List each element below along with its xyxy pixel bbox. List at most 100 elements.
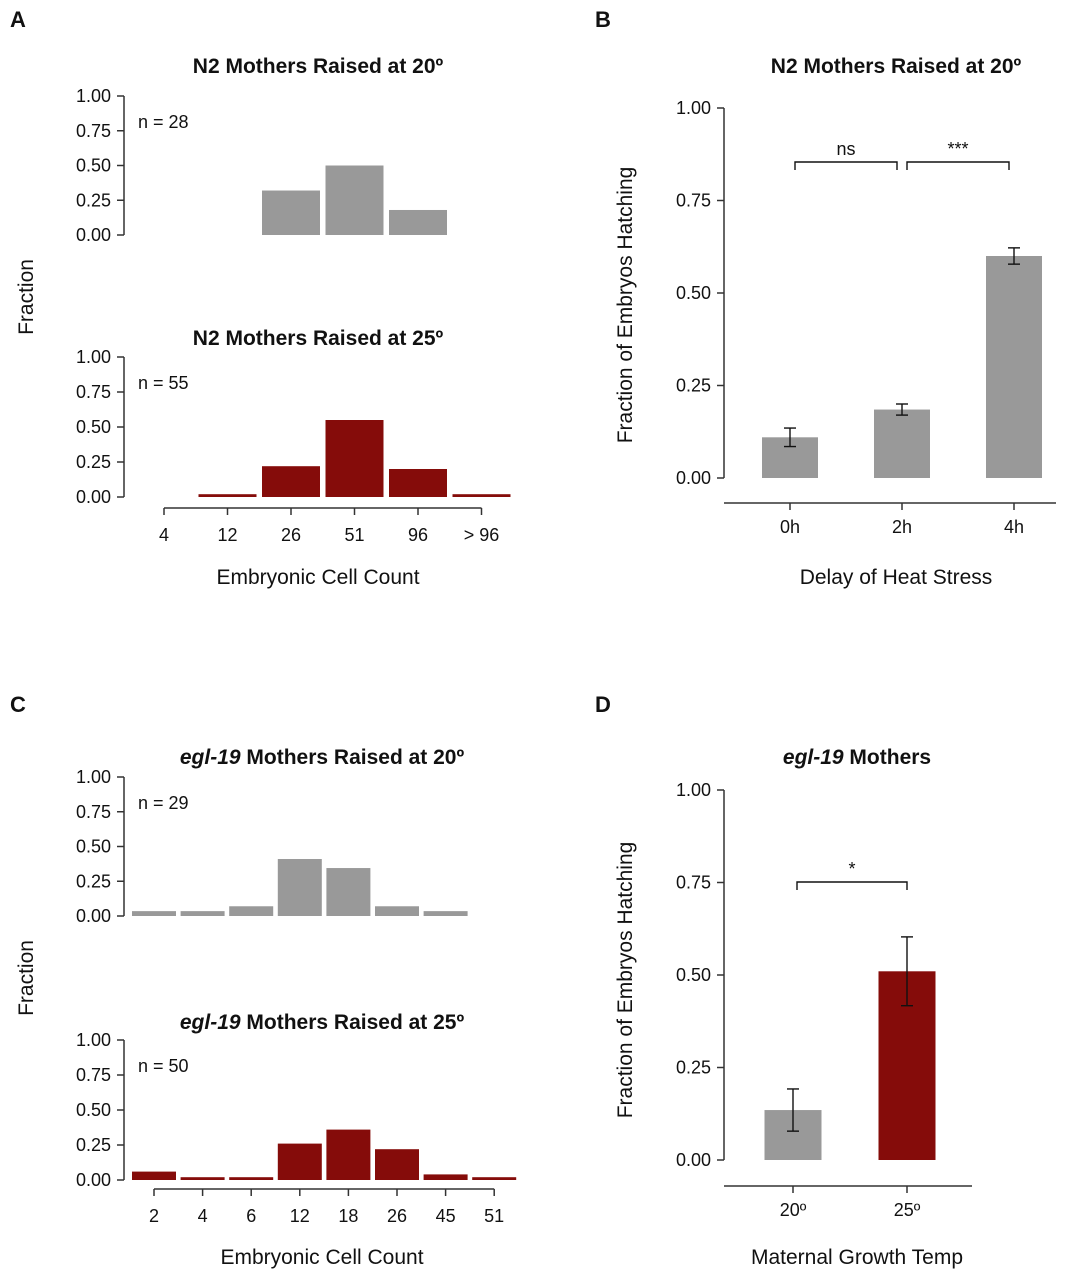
c-bottom-bar-6: [423, 1174, 468, 1180]
a-top-y-tick-label: 0.25: [76, 190, 111, 210]
a-bottom-title: N2 Mothers Raised at 25º: [193, 327, 444, 350]
panel-letter-a: A: [10, 7, 26, 32]
title-text-part: Mothers: [844, 746, 932, 769]
panel-b-y-tick-label: 0.25: [676, 376, 711, 396]
c-bottom-bar-0: [132, 1171, 176, 1180]
c-top-y-tick-label: 0.75: [76, 802, 111, 822]
panel-d-y-tick-label: 0.00: [676, 1150, 711, 1170]
a-bottom-y-tick-label: 0.75: [76, 382, 111, 402]
panel-d-x-tick-label: 20º: [780, 1200, 807, 1220]
a-top-y-tick-label: 1.00: [76, 86, 111, 106]
c-top-y-tick-label: 1.00: [76, 767, 111, 787]
panel-b-y-axis-label: Fraction of Embryos Hatching: [614, 167, 637, 444]
c-bottom-x-axis-label: Embryonic Cell Count: [220, 1246, 423, 1269]
panel-letter-b: B: [595, 7, 611, 32]
a-top-bar-2: [262, 190, 320, 235]
a-top-bar-4: [389, 209, 447, 235]
a-bottom-x-tick-label: 12: [217, 525, 237, 545]
panel-d-y-tick-label: 0.25: [676, 1058, 711, 1078]
panel-d-significance-bracket-0: [796, 881, 908, 890]
c-top-bar-2: [229, 906, 274, 916]
a-bottom-x-tick-label: > 96: [464, 525, 500, 545]
panel-letter-d: D: [595, 692, 611, 717]
c-bottom-bar-1: [180, 1177, 225, 1180]
panel-letter-c: C: [10, 692, 26, 717]
c-bottom-bar-4: [326, 1129, 371, 1180]
title-text-part: Mothers Raised at 25º: [241, 1011, 465, 1034]
title-text-part: N2 Mothers Raised at 20º: [193, 55, 444, 78]
a-top-n-annotation: n = 28: [138, 112, 189, 132]
title-italic-part: egl-19: [180, 746, 241, 769]
a-bottom-x-tick-label: 4: [159, 525, 169, 545]
a-bottom-bar-1: [198, 494, 257, 497]
c-top-title: egl-19 Mothers Raised at 20º: [180, 746, 465, 769]
panel-b-x-tick-label: 2h: [892, 517, 912, 537]
panel-d-y-tick-label: 0.75: [676, 873, 711, 893]
a-bottom-bar-5: [452, 494, 511, 497]
panel-b-significance-label-0: ns: [836, 139, 855, 159]
panel-b-significance-bracket-1: [906, 161, 1010, 170]
a-bottom-x-axis-label: Embryonic Cell Count: [216, 566, 419, 589]
c-bottom-y-tick-label: 0.25: [76, 1135, 111, 1155]
title-italic-part: egl-19: [783, 746, 844, 769]
c-bottom-y-tick-label: 1.00: [76, 1030, 111, 1050]
a-bottom-bar-4: [389, 469, 447, 497]
c-top-y-tick-label: 0.50: [76, 837, 111, 857]
c-bottom-x-tick-label: 26: [387, 1206, 407, 1226]
a-top-bar-3: [325, 165, 384, 235]
c-top-y-tick-label: 0.00: [76, 906, 111, 926]
a-top-y-axis-label: Fraction: [15, 259, 38, 335]
c-bottom-bar-3: [277, 1143, 322, 1180]
c-bottom-x-tick-label: 2: [149, 1206, 159, 1226]
c-bottom-title: egl-19 Mothers Raised at 25º: [180, 1011, 465, 1034]
c-bottom-x-tick-label: 12: [290, 1206, 310, 1226]
a-bottom-y-tick-label: 0.25: [76, 452, 111, 472]
c-top-bar-5: [375, 906, 419, 916]
panel-b-y-tick-label: 0.00: [676, 468, 711, 488]
c-top-bar-1: [180, 911, 225, 916]
c-top-bar-6: [423, 911, 468, 916]
panel-b-y-tick-label: 0.75: [676, 191, 711, 211]
c-bottom-bar-5: [375, 1149, 419, 1180]
panel-b-significance-bracket-0: [794, 161, 898, 170]
c-bottom-y-tick-label: 0.00: [76, 1170, 111, 1190]
title-text-part: N2 Mothers Raised at 25º: [193, 327, 444, 350]
c-top-bar-4: [326, 868, 371, 916]
a-bottom-y-tick-label: 0.00: [76, 487, 111, 507]
c-top-y-axis-label: Fraction: [15, 940, 38, 1016]
c-bottom-y-tick-label: 0.50: [76, 1100, 111, 1120]
c-bottom-y-tick-label: 0.75: [76, 1065, 111, 1085]
panel-b-x-tick-label: 0h: [780, 517, 800, 537]
panel-b-y-tick-label: 0.50: [676, 283, 711, 303]
c-bottom-x-tick-label: 4: [198, 1206, 208, 1226]
c-bottom-x-tick-label: 18: [338, 1206, 358, 1226]
title-text-part: Mothers Raised at 20º: [241, 746, 465, 769]
c-top-bar-0: [132, 911, 176, 916]
panel-b-y-tick-label: 1.00: [676, 98, 711, 118]
a-top-y-tick-label: 0.00: [76, 225, 111, 245]
c-top-y-tick-label: 0.25: [76, 871, 111, 891]
a-top-y-tick-label: 0.50: [76, 156, 111, 176]
c-bottom-bar-7: [472, 1177, 517, 1180]
a-top-title: N2 Mothers Raised at 20º: [193, 55, 444, 78]
a-bottom-x-tick-label: 26: [281, 525, 301, 545]
title-italic-part: egl-19: [180, 1011, 241, 1034]
a-bottom-x-tick-label: 51: [344, 525, 364, 545]
panel-d-y-tick-label: 1.00: [676, 780, 711, 800]
c-bottom-x-tick-label: 6: [246, 1206, 256, 1226]
panel-b-x-axis-label: Delay of Heat Stress: [800, 566, 993, 589]
panel-b-x-tick-label: 4h: [1004, 517, 1024, 537]
a-bottom-bar-3: [325, 420, 384, 497]
c-bottom-x-tick-label: 45: [436, 1206, 456, 1226]
c-top-bar-3: [277, 859, 322, 916]
panel-d-significance-label-0: *: [848, 859, 855, 879]
panel-b-title: N2 Mothers Raised at 20º: [771, 55, 1022, 78]
panel-d-x-axis-label: Maternal Growth Temp: [751, 1246, 963, 1269]
panel-b-significance-label-1: ***: [947, 139, 968, 159]
a-bottom-y-tick-label: 0.50: [76, 417, 111, 437]
a-bottom-y-tick-label: 1.00: [76, 347, 111, 367]
a-bottom-x-tick-label: 96: [408, 525, 428, 545]
a-bottom-bar-2: [262, 466, 320, 497]
title-text-part: N2 Mothers Raised at 20º: [771, 55, 1022, 78]
